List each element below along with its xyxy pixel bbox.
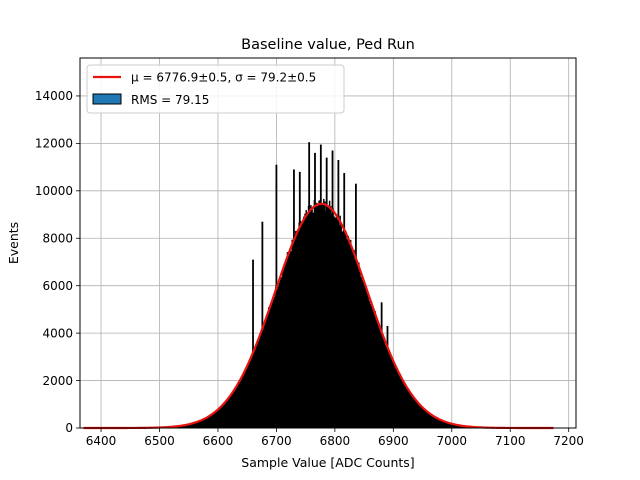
- x-tick-label: 6600: [203, 434, 234, 448]
- y-tick-label: 4000: [42, 326, 73, 340]
- histogram-spike: [355, 183, 357, 428]
- histogram-spike: [337, 159, 340, 429]
- chart-title: Baseline value, Ped Run: [241, 37, 415, 53]
- y-tick-label: 8000: [42, 231, 73, 245]
- histogram-spike: [314, 152, 316, 428]
- x-tick-label: 7100: [495, 434, 526, 448]
- y-tick-label: 10000: [35, 184, 73, 198]
- histogram-spike: [293, 169, 295, 428]
- y-tick-label: 12000: [35, 137, 73, 151]
- y-tick-label: 14000: [35, 89, 73, 103]
- x-tick-label: 6900: [378, 434, 409, 448]
- x-tick-label: 7200: [553, 434, 584, 448]
- histogram-spike: [308, 142, 311, 428]
- y-axis-label: Events: [6, 222, 21, 264]
- legend-hist-label: RMS = 79.15: [131, 93, 209, 107]
- x-tick-label: 7000: [437, 434, 468, 448]
- fit-curve: [83, 202, 554, 430]
- histogram-spike: [252, 259, 254, 428]
- histogram-spike: [386, 326, 389, 428]
- x-tick-label: 6400: [86, 434, 117, 448]
- histogram-spike: [319, 144, 322, 428]
- x-tick-label: 6700: [261, 434, 292, 448]
- y-tick-label: 2000: [42, 374, 73, 388]
- histogram-spike: [331, 150, 334, 428]
- x-axis-label: Sample Value [ADC Counts]: [241, 455, 414, 470]
- gaussian-fit: [83, 202, 554, 430]
- x-tick-label: 6500: [144, 434, 175, 448]
- histogram-spike: [261, 221, 264, 428]
- histogram-spike: [343, 173, 346, 428]
- histogram-spike: [275, 164, 278, 429]
- x-axis-ticks: 6400 6500 6600 6700 6800 6900 7000 7100 7200: [86, 428, 584, 448]
- y-tick-label: 6000: [42, 279, 73, 293]
- x-tick-label: 6800: [320, 434, 351, 448]
- histogram-spike: [325, 157, 328, 428]
- y-axis-ticks: 0 2000 4000 6000 8000 10000 12000 14000: [35, 89, 80, 435]
- plot-frame: [79, 57, 577, 429]
- histogram-spikes: [252, 142, 389, 429]
- legend-fit-label: μ = 6776.9±0.5, σ = 79.2±0.5: [131, 71, 316, 85]
- y-tick-label: 0: [65, 421, 73, 435]
- legend-box: [86, 64, 345, 114]
- legend-hist-patch: [92, 93, 122, 105]
- legend: μ = 6776.9±0.5, σ = 79.2±0.5 RMS = 79.15: [86, 64, 345, 114]
- histogram-spike: [298, 171, 301, 428]
- histogram-spike: [380, 302, 383, 428]
